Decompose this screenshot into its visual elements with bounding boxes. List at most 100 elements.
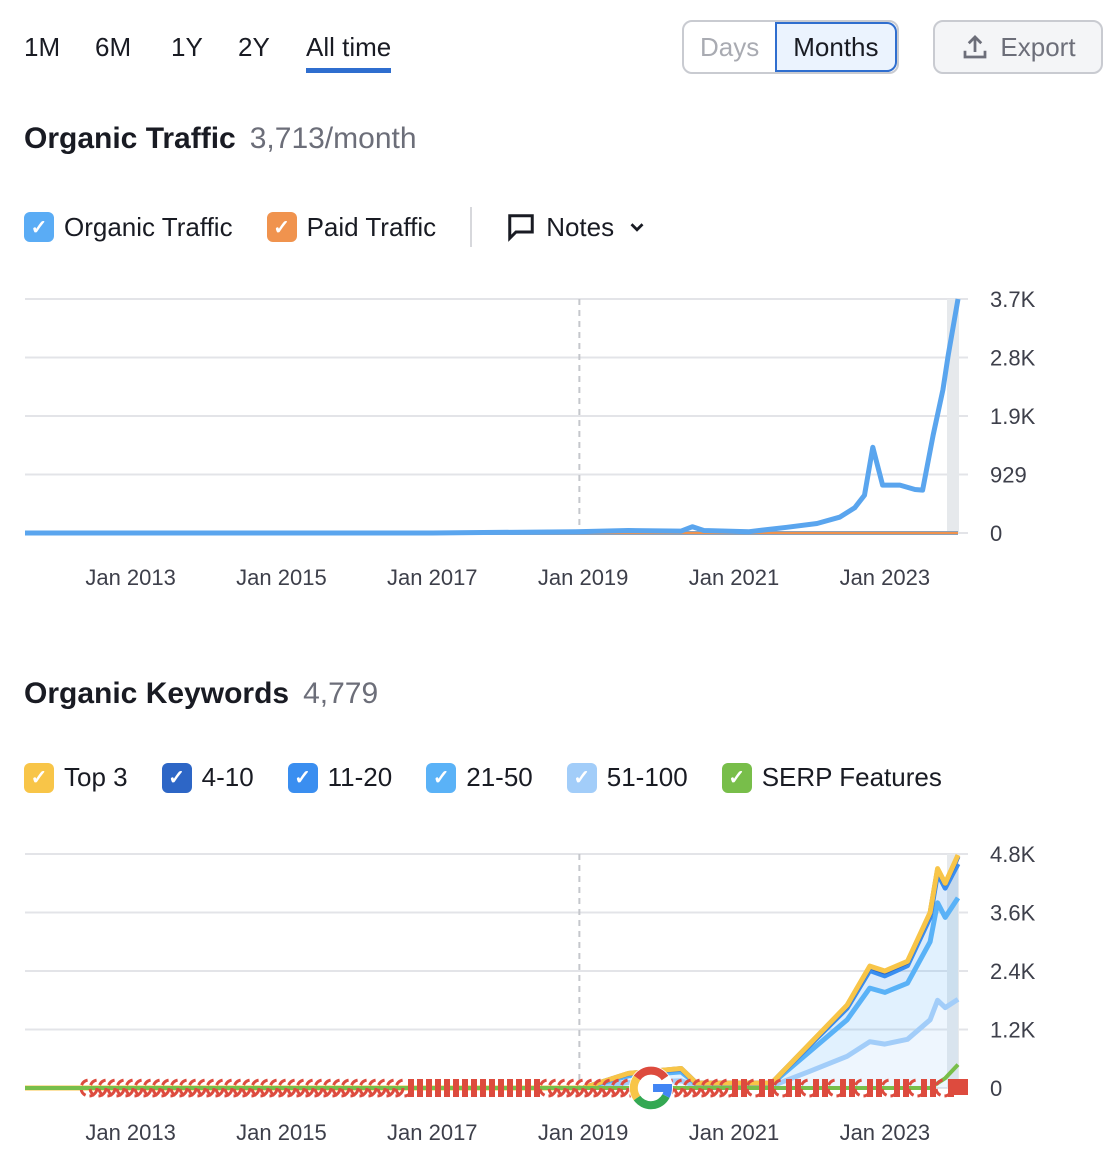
months-button[interactable]: Months	[775, 22, 897, 72]
keywords-title: Organic Keywords	[24, 677, 290, 710]
update-marker-icon	[489, 1079, 495, 1097]
google-g-icon	[304, 1078, 324, 1098]
update-marker-icon	[795, 1079, 801, 1097]
google-g-icon	[187, 1078, 207, 1098]
google-g-icon	[79, 1078, 99, 1098]
y-tick-label: 929	[990, 463, 1027, 488]
google-logo-arc	[633, 1093, 670, 1110]
organic-traffic-chart[interactable]: 3.7K 2.8K 1.9K 929 0 Jan 2013 Jan 2015 Jan 2017…	[0, 280, 1120, 600]
traffic-title: Organic Traffic	[24, 122, 236, 155]
google-g-icon	[205, 1078, 225, 1098]
update-marker-icon	[786, 1079, 792, 1097]
google-g-icon	[700, 1078, 720, 1098]
range-6m[interactable]: 6M	[95, 32, 132, 62]
legend-top-3[interactable]: ✓ Top 3	[24, 762, 128, 793]
update-marker-icon	[480, 1079, 486, 1097]
google-g-icon	[340, 1078, 360, 1098]
checkbox-icon[interactable]: ✓	[721, 762, 752, 793]
update-marker-icon	[849, 1079, 855, 1097]
range-1m[interactable]: 1M	[24, 32, 61, 62]
update-marker-icon	[498, 1079, 504, 1097]
x-tick-label: Jan 2019	[538, 565, 629, 590]
update-marker-icon	[471, 1079, 477, 1097]
legend-21-50[interactable]: ✓ 21-50	[426, 762, 533, 793]
x-tick-label: Jan 2021	[689, 565, 780, 590]
legend-51-100[interactable]: ✓ 51-100	[566, 762, 688, 793]
checkbox-icon[interactable]: ✓	[426, 762, 457, 793]
checkbox-icon[interactable]: ✓	[24, 762, 54, 793]
legend-label: 4-10	[201, 762, 254, 792]
checkbox-icon[interactable]: ✓	[566, 762, 597, 793]
update-marker-icon	[408, 1079, 414, 1097]
x-tick-label: Jan 2013	[85, 1120, 176, 1145]
granularity-toggle: Days Months	[682, 20, 899, 74]
legend-label: SERP Features	[761, 762, 942, 792]
update-marker-icon	[768, 1079, 774, 1097]
organic-keywords-chart[interactable]: 4.8K 3.6K 2.4K 1.2K 0 Jan 2013 Jan 2015 Jan 201…	[0, 835, 1120, 1155]
range-1y[interactable]: 1Y	[171, 32, 203, 62]
update-marker-icon	[417, 1079, 423, 1097]
google-g-icon	[592, 1078, 612, 1098]
range-all-time[interactable]: All time	[306, 32, 392, 73]
y-tick-label: 1.9K	[990, 404, 1036, 429]
google-g-icon	[322, 1078, 342, 1098]
update-marker-icon	[903, 1079, 909, 1097]
legend-serp-features[interactable]: ✓ SERP Features	[721, 762, 942, 793]
update-marker-icon	[867, 1079, 873, 1097]
checkbox-icon[interactable]: ✓	[24, 212, 54, 242]
update-marker-icon	[435, 1079, 441, 1097]
google-g-icon	[313, 1078, 333, 1098]
update-marker-icon	[894, 1079, 900, 1097]
google-g-icon	[358, 1078, 378, 1098]
export-button[interactable]: Export	[933, 20, 1103, 74]
y-tick-label: 3.7K	[990, 287, 1036, 312]
range-2y[interactable]: 2Y	[238, 32, 270, 62]
update-marker-icon	[732, 1079, 738, 1097]
x-tick-label: Jan 2023	[840, 565, 931, 590]
update-marker-icon	[759, 1079, 765, 1097]
update-marker-icon	[444, 1079, 450, 1097]
legend-4-10[interactable]: ✓ 4-10	[161, 762, 254, 793]
google-g-icon	[277, 1078, 297, 1098]
series-area-21-50	[25, 897, 958, 1088]
update-marker-icon	[813, 1079, 819, 1097]
legend-label: 21-50	[466, 762, 533, 792]
google-g-icon	[295, 1078, 315, 1098]
google-g-icon	[286, 1078, 306, 1098]
update-marker-icon	[840, 1079, 846, 1097]
legend-label: Paid Traffic	[306, 211, 437, 242]
google-g-icon	[232, 1078, 252, 1098]
y-tick-label: 2.4K	[990, 959, 1036, 984]
google-g-icon	[250, 1078, 270, 1098]
checkbox-icon[interactable]: ✓	[287, 762, 318, 793]
checkbox-icon[interactable]: ✓	[161, 762, 192, 793]
x-tick-label: Jan 2019	[538, 1120, 629, 1145]
x-tick-label: Jan 2021	[689, 1120, 780, 1145]
google-g-icon	[547, 1078, 567, 1098]
days-button[interactable]: Days	[700, 32, 760, 62]
google-g-icon	[169, 1078, 189, 1098]
legend-organic-traffic[interactable]: ✓ Organic Traffic	[24, 212, 233, 243]
y-tick-label: 1.2K	[990, 1018, 1036, 1043]
checkbox-icon[interactable]: ✓	[266, 212, 297, 242]
legend-11-20[interactable]: ✓ 11-20	[287, 762, 392, 793]
y-tick-label: 3.6K	[990, 901, 1036, 926]
update-marker-icon	[525, 1079, 531, 1097]
update-marker-icon	[462, 1079, 468, 1097]
google-g-icon	[178, 1078, 198, 1098]
notes-dropdown[interactable]: Notes	[506, 211, 648, 243]
legend-paid-traffic[interactable]: ✓ Paid Traffic	[266, 211, 437, 243]
google-g-icon	[106, 1078, 126, 1098]
google-g-icon	[142, 1078, 162, 1098]
x-tick-label: Jan 2023	[840, 1120, 931, 1145]
google-logo-arc	[629, 1075, 641, 1101]
comment-icon	[508, 214, 534, 242]
update-marker-icon	[921, 1079, 927, 1097]
google-g-icon	[610, 1078, 630, 1098]
google-g-icon	[367, 1078, 387, 1098]
keywords-legend: ✓ Top 3 ✓ 4-10 ✓ 11-20 ✓ 21-50 ✓ 51-100 ✓ SERP Feat…	[24, 762, 976, 793]
x-tick-label: Jan 2015	[236, 1120, 327, 1145]
y-tick-label: 2.8K	[990, 346, 1036, 371]
update-marker-icon	[741, 1079, 747, 1097]
google-g-icon	[709, 1078, 729, 1098]
